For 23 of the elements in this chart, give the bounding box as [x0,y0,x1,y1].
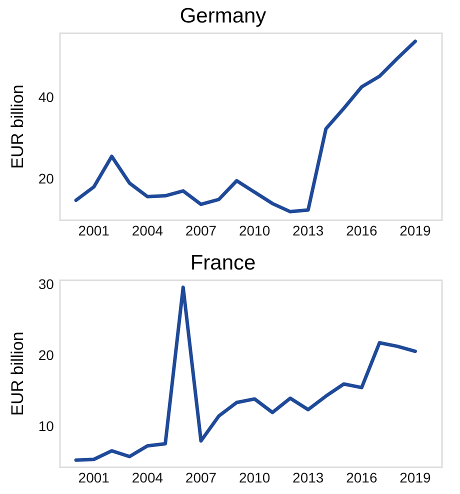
y-tick-label: 30 [38,276,54,292]
x-tick-label: 2010 [238,222,270,238]
x-tick-label: 2007 [185,222,217,238]
x-tick-label: 2010 [238,469,270,486]
y-tick-label: 40 [38,89,54,106]
x-tick-label: 2007 [185,469,217,486]
x-tick-label: 2019 [400,222,432,238]
x-tick-label: 2004 [132,469,164,486]
y-tick-label: 20 [38,170,54,186]
y-axis-title: EUR billion [8,84,27,169]
chart-title: France [190,251,256,274]
x-tick-label: 2001 [78,222,110,238]
y-tick-label: 10 [38,418,54,434]
x-tick-label: 2016 [346,469,378,486]
x-tick-label: 2019 [400,469,432,486]
x-tick-label: 2001 [78,469,110,486]
x-tick-label: 2016 [346,222,378,238]
x-tick-label: 2013 [292,222,324,238]
y-tick-label: 20 [38,347,54,364]
chart-title: Germany [180,4,267,28]
y-axis-title: EUR billion [8,332,27,416]
x-tick-label: 2013 [292,469,324,486]
x-tick-label: 2004 [132,222,164,238]
